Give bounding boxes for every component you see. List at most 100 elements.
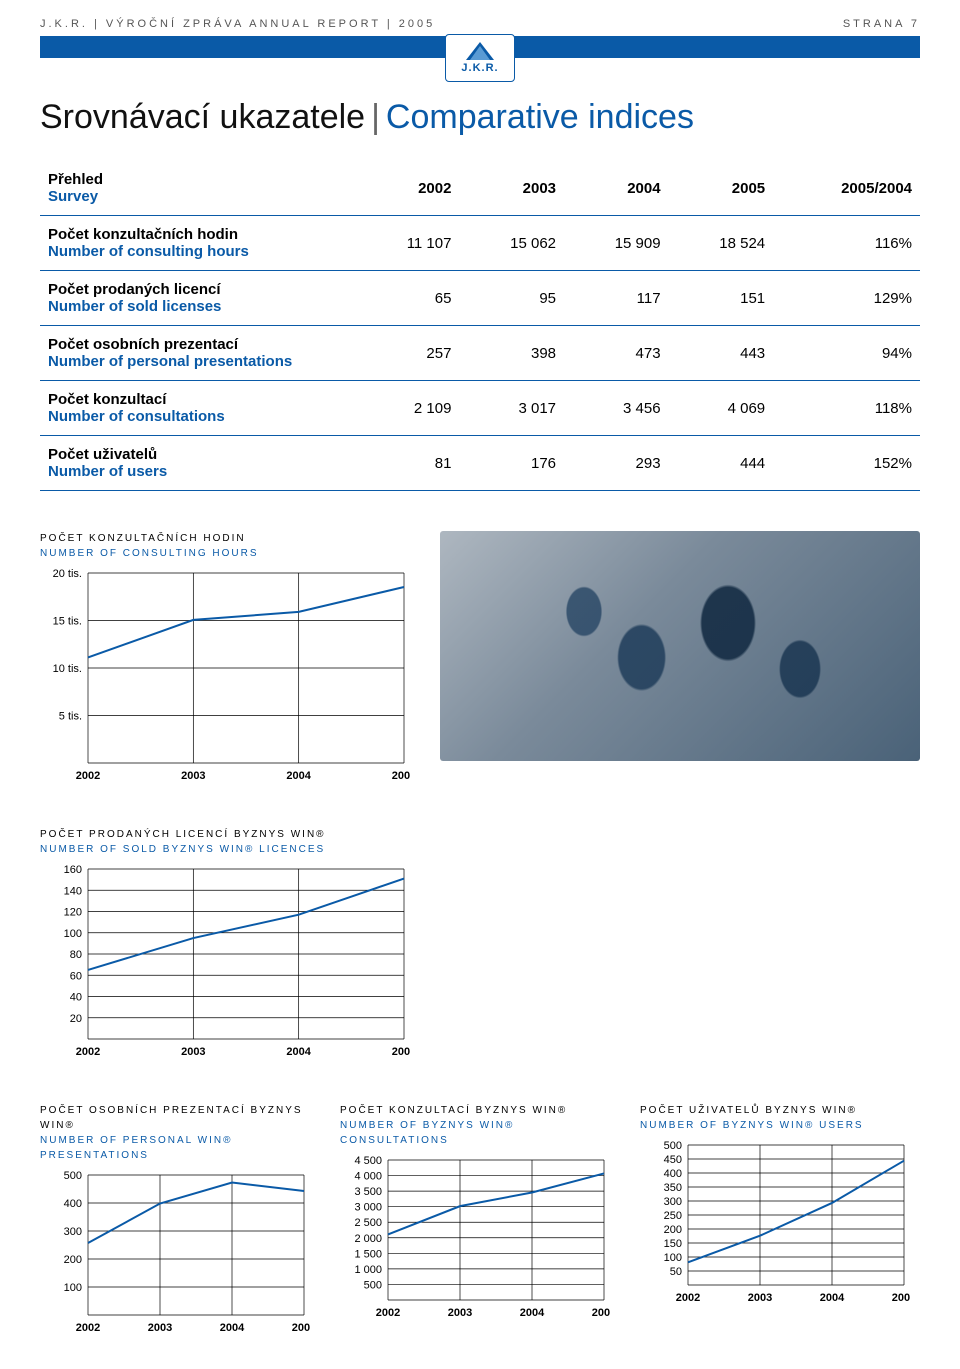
ct-cz: POČET KONZULTAČNÍCH HODIN: [40, 533, 246, 544]
svg-text:50: 50: [670, 1266, 682, 1278]
row-label: Počet prodaných licencíNumber of sold li…: [40, 271, 357, 326]
ct-en: NUMBER OF SOLD BYZNYS WIN® LICENCES: [40, 844, 325, 855]
svg-text:15 tis.: 15 tis.: [53, 616, 82, 628]
svg-text:400: 400: [664, 1168, 682, 1180]
svg-text:2002: 2002: [676, 1292, 700, 1304]
cell: 65: [357, 271, 460, 326]
svg-text:2002: 2002: [76, 1046, 100, 1058]
col-h: 2004: [564, 161, 669, 216]
svg-text:200: 200: [64, 1254, 82, 1266]
svg-text:150: 150: [664, 1238, 682, 1250]
row-cz: Počet osobních prezentací: [48, 336, 349, 353]
svg-text:80: 80: [70, 949, 82, 961]
ct-en: NUMBER OF BYZNYS WIN® CONSULTATIONS: [340, 1120, 514, 1146]
table-row: Počet prodaných licencíNumber of sold li…: [40, 271, 920, 326]
row-label: Počet osobních prezentacíNumber of perso…: [40, 326, 357, 381]
page-title: Srovnávací ukazatele|Comparative indices: [40, 98, 920, 137]
chart-consultations: POČET KONZULTACÍ BYZNYS WIN® NUMBER OF B…: [340, 1103, 620, 1339]
svg-text:20 tis.: 20 tis.: [53, 568, 82, 580]
cell: 11 107: [357, 216, 460, 271]
svg-text:2005: 2005: [592, 1307, 610, 1319]
svg-text:2 000: 2 000: [354, 1233, 382, 1245]
svg-text:500: 500: [64, 1170, 82, 1182]
svg-text:2 500: 2 500: [354, 1217, 382, 1229]
svg-text:100: 100: [64, 928, 82, 940]
ct-cz: POČET KONZULTACÍ BYZNYS WIN®: [340, 1105, 567, 1116]
row-label: Počet uživatelůNumber of users: [40, 436, 357, 491]
svg-text:10 tis.: 10 tis.: [53, 663, 82, 675]
cell: 129%: [773, 271, 920, 326]
col-h: 2005/2004: [773, 161, 920, 216]
svg-text:500: 500: [664, 1140, 682, 1152]
svg-text:4 500: 4 500: [354, 1155, 382, 1167]
cell: 293: [564, 436, 669, 491]
cell: 443: [669, 326, 774, 381]
cell: 2 109: [357, 381, 460, 436]
cell: 3 456: [564, 381, 669, 436]
svg-text:200: 200: [664, 1224, 682, 1236]
svg-text:120: 120: [64, 907, 82, 919]
chart-title: POČET OSOBNÍCH PREZENTACÍ BYZNYS WIN® NU…: [40, 1103, 320, 1163]
cell: 176: [459, 436, 564, 491]
cell: 116%: [773, 216, 920, 271]
cell: 3 017: [459, 381, 564, 436]
ct-cz: POČET UŽIVATELŮ BYZNYS WIN®: [640, 1105, 857, 1116]
cell: 152%: [773, 436, 920, 491]
row-en: Number of consultations: [48, 408, 349, 425]
cell: 15 909: [564, 216, 669, 271]
decorative-photo: [440, 531, 920, 761]
cell: 81: [357, 436, 460, 491]
chart-title: POČET UŽIVATELŮ BYZNYS WIN® NUMBER OF BY…: [640, 1103, 920, 1133]
row-en: Number of personal presentations: [48, 353, 349, 370]
svg-text:2004: 2004: [820, 1292, 845, 1304]
brand-bar: J.K.R.: [40, 36, 920, 58]
svg-text:1 500: 1 500: [354, 1248, 382, 1260]
svg-text:4 000: 4 000: [354, 1171, 382, 1183]
svg-text:2002: 2002: [76, 1322, 100, 1334]
svg-text:2004: 2004: [520, 1307, 545, 1319]
ct-en: NUMBER OF BYZNYS WIN® USERS: [640, 1120, 864, 1131]
svg-text:100: 100: [64, 1282, 82, 1294]
svg-text:300: 300: [64, 1226, 82, 1238]
svg-text:2002: 2002: [76, 770, 100, 782]
header-left: J.K.R. | VÝROČNÍ ZPRÁVA ANNUAL REPORT | …: [40, 18, 435, 30]
title-cz: Srovnávací ukazatele: [40, 98, 365, 136]
chart-presentations: POČET OSOBNÍCH PREZENTACÍ BYZNYS WIN® NU…: [40, 1103, 320, 1339]
ct-en: NUMBER OF PERSONAL WIN® PRESENTATIONS: [40, 1135, 232, 1161]
row-en: Number of users: [48, 463, 349, 480]
table-row: Počet konzultacíNumber of consultations2…: [40, 381, 920, 436]
svg-text:2003: 2003: [448, 1307, 472, 1319]
svg-text:2003: 2003: [181, 770, 205, 782]
svg-text:100: 100: [664, 1252, 682, 1264]
svg-text:20: 20: [70, 1013, 82, 1025]
svg-text:2004: 2004: [220, 1322, 245, 1334]
cell: 473: [564, 326, 669, 381]
svg-text:60: 60: [70, 970, 82, 982]
cell: 117: [564, 271, 669, 326]
ct-cz: POČET PRODANÝCH LICENCÍ BYZNYS WIN®: [40, 829, 326, 840]
table-head-label: Přehled Survey: [40, 161, 357, 216]
svg-text:2005: 2005: [892, 1292, 910, 1304]
col-h: 2005: [669, 161, 774, 216]
cell: 94%: [773, 326, 920, 381]
cell: 118%: [773, 381, 920, 436]
cell: 398: [459, 326, 564, 381]
table-row: Počet uživatelůNumber of users8117629344…: [40, 436, 920, 491]
svg-text:140: 140: [64, 885, 82, 897]
row-en: Number of consulting hours: [48, 243, 349, 260]
chart-title: POČET KONZULTAČNÍCH HODIN NUMBER OF CONS…: [40, 531, 410, 561]
th-cz: Přehled: [48, 171, 349, 188]
cell: 18 524: [669, 216, 774, 271]
svg-text:1 000: 1 000: [354, 1264, 382, 1276]
triangle-logo-icon: [466, 42, 494, 60]
svg-text:500: 500: [364, 1279, 382, 1291]
svg-text:2005: 2005: [392, 1046, 410, 1058]
col-h: 2003: [459, 161, 564, 216]
logo: J.K.R.: [445, 34, 515, 82]
cell: 95: [459, 271, 564, 326]
svg-text:450: 450: [664, 1154, 682, 1166]
logo-text: J.K.R.: [461, 62, 498, 74]
row-en: Number of sold licenses: [48, 298, 349, 315]
cell: 4 069: [669, 381, 774, 436]
row-label: Počet konzultacíNumber of consultations: [40, 381, 357, 436]
